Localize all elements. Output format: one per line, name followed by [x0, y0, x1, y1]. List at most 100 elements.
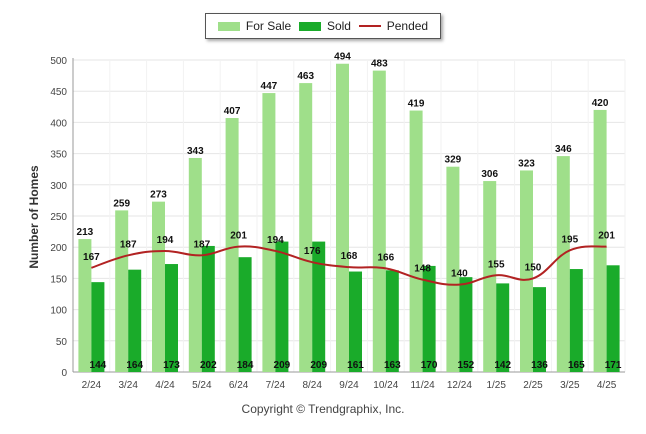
y-tick-label: 500 — [50, 56, 67, 67]
data-label-for-sale: 419 — [408, 99, 425, 110]
bar-for-sale[interactable] — [262, 93, 276, 373]
bar-for-sale[interactable] — [593, 109, 607, 373]
data-label-sold: 152 — [458, 360, 475, 371]
x-tick-label: 1/25 — [486, 380, 506, 391]
data-label-for-sale: 447 — [261, 81, 278, 92]
bar-for-sale[interactable] — [115, 210, 129, 372]
x-tick-label: 3/25 — [560, 380, 580, 391]
bar-sold[interactable] — [312, 241, 326, 372]
x-tick-label: 4/24 — [155, 380, 175, 391]
data-label-sold: 209 — [274, 360, 291, 371]
data-label-pended: 150 — [525, 262, 542, 273]
x-tick-label: 11/24 — [410, 380, 435, 391]
bar-sold[interactable] — [128, 269, 142, 372]
bar-for-sale[interactable] — [372, 70, 386, 372]
bar-sold[interactable] — [569, 269, 583, 372]
data-label-sold: 184 — [237, 360, 254, 371]
y-tick-label: 450 — [50, 87, 67, 98]
bar-for-sale[interactable] — [556, 156, 570, 372]
data-label-sold: 209 — [310, 360, 327, 371]
bar-for-sale[interactable] — [299, 83, 313, 372]
x-tick-label: 8/24 — [302, 380, 322, 391]
x-tick-label: 5/24 — [192, 380, 212, 391]
bar-sold[interactable] — [91, 282, 105, 372]
data-label-for-sale: 323 — [518, 158, 535, 169]
data-label-sold: 163 — [384, 360, 401, 371]
data-label-for-sale: 259 — [113, 198, 130, 209]
legend-swatch-for-sale — [217, 21, 240, 31]
data-label-sold: 161 — [347, 360, 364, 371]
legend-label-pended: Pended — [386, 19, 429, 33]
data-label-sold: 170 — [421, 360, 438, 371]
data-label-sold: 136 — [531, 360, 548, 371]
x-tick-label: 3/24 — [118, 380, 138, 391]
y-axis-label: Number of Homes — [27, 165, 41, 269]
data-label-for-sale: 420 — [592, 98, 609, 109]
data-label-pended: 176 — [304, 246, 321, 257]
data-label-sold: 164 — [126, 360, 143, 371]
y-tick-label: 100 — [50, 306, 67, 317]
data-label-pended: 187 — [193, 239, 210, 250]
bar-for-sale[interactable] — [336, 63, 349, 373]
data-label-sold: 142 — [494, 360, 511, 371]
data-label-pended: 167 — [83, 252, 100, 263]
bar-sold[interactable] — [275, 241, 289, 372]
data-label-pended: 155 — [488, 259, 505, 270]
bar-sold[interactable] — [496, 283, 510, 372]
data-label-pended: 194 — [267, 235, 284, 246]
legend-swatch-pended — [358, 25, 381, 27]
data-label-sold: 144 — [90, 360, 107, 371]
bar-for-sale[interactable] — [225, 118, 239, 372]
x-tick-label: 6/24 — [229, 380, 249, 391]
legend-item-pended[interactable]: Pended — [358, 19, 429, 33]
legend-item-for-sale[interactable]: For Sale — [217, 19, 292, 33]
data-label-for-sale: 306 — [481, 169, 498, 180]
data-label-for-sale: 213 — [77, 227, 94, 238]
bar-for-sale[interactable] — [409, 110, 423, 372]
x-tick-label: 2/24 — [82, 380, 102, 391]
data-label-pended: 168 — [341, 251, 358, 262]
bar-sold[interactable] — [349, 271, 362, 372]
legend-item-sold[interactable]: Sold — [298, 19, 351, 33]
x-tick-label: 2/25 — [523, 380, 543, 391]
x-tick-label: 10/24 — [373, 380, 398, 391]
y-tick-label: 250 — [50, 212, 67, 223]
data-label-pended: 201 — [230, 231, 247, 242]
data-label-for-sale: 463 — [297, 71, 314, 82]
bar-for-sale[interactable] — [78, 239, 92, 372]
data-label-sold: 202 — [200, 360, 217, 371]
x-tick-label: 4/25 — [597, 380, 617, 391]
bar-sold[interactable] — [459, 277, 473, 372]
bar-sold[interactable] — [238, 257, 252, 372]
y-tick-label: 200 — [50, 243, 67, 254]
bar-for-sale[interactable] — [446, 166, 460, 372]
bar-sold[interactable] — [165, 264, 178, 372]
bar-for-sale[interactable] — [188, 157, 202, 372]
data-label-for-sale: 329 — [445, 155, 462, 166]
data-label-for-sale: 407 — [224, 106, 241, 117]
data-label-pended: 201 — [598, 231, 615, 242]
data-label-pended: 194 — [157, 235, 174, 246]
y-tick-label: 150 — [50, 274, 67, 285]
data-label-pended: 195 — [561, 234, 578, 245]
y-tick-label: 350 — [50, 150, 67, 161]
x-tick-label: 12/24 — [447, 380, 472, 391]
data-label-sold: 173 — [163, 360, 180, 371]
data-label-pended: 166 — [377, 252, 394, 263]
bar-sold[interactable] — [533, 287, 546, 372]
data-label-pended: 187 — [120, 239, 137, 250]
bar-for-sale[interactable] — [152, 201, 165, 372]
bar-for-sale[interactable] — [520, 170, 533, 372]
data-label-pended: 148 — [414, 264, 431, 275]
data-label-for-sale: 346 — [555, 144, 572, 155]
legend: For Sale Sold Pended — [205, 13, 441, 39]
data-label-for-sale: 494 — [334, 52, 351, 63]
y-tick-label: 50 — [56, 337, 68, 348]
bar-sold[interactable] — [201, 245, 215, 372]
bar-sold[interactable] — [422, 265, 436, 372]
bar-sold[interactable] — [385, 270, 399, 372]
legend-label-for-sale: For Sale — [245, 19, 292, 33]
bar-sold[interactable] — [606, 265, 620, 372]
line-pended[interactable] — [91, 245, 607, 286]
